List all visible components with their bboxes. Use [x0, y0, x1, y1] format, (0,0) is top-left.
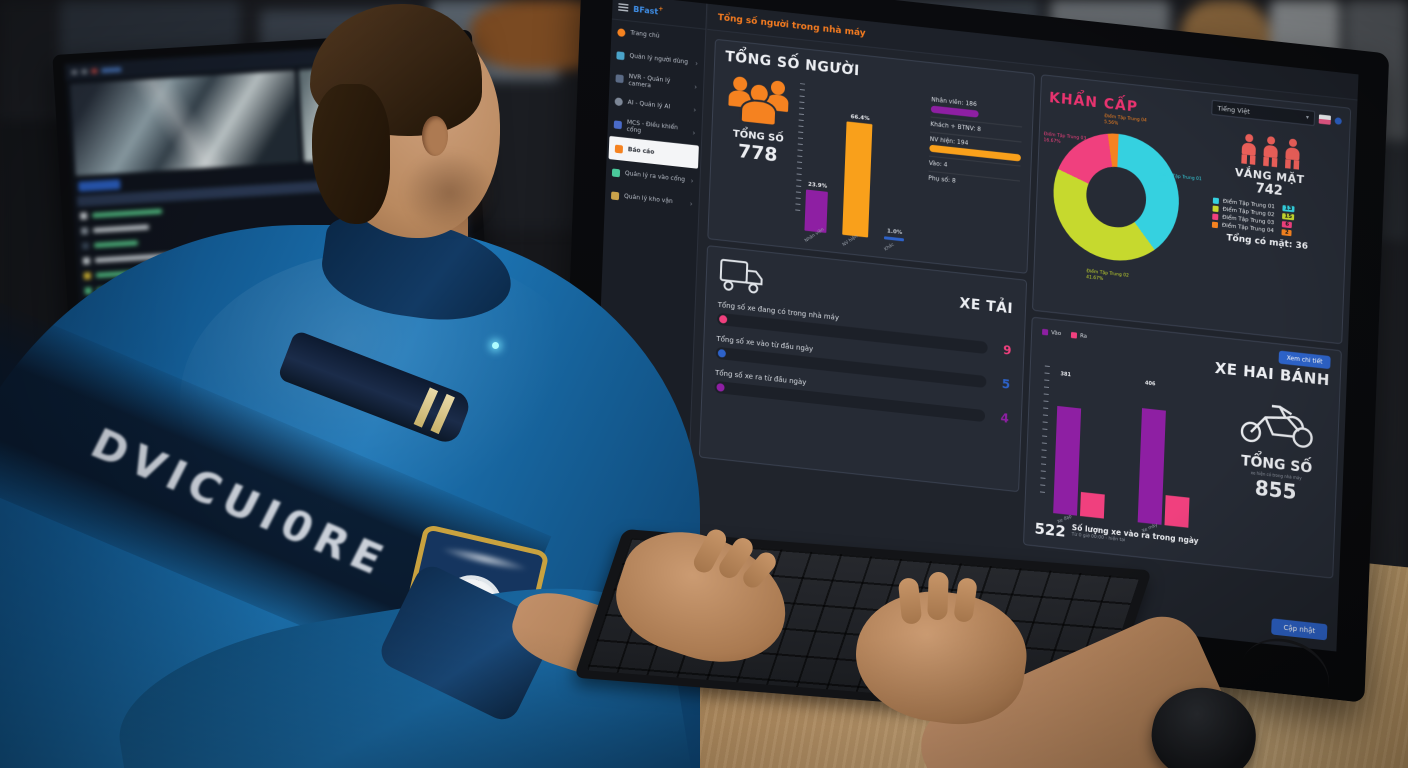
bar-value-label: 66.4% — [850, 114, 870, 123]
update-button[interactable]: Cập nhật — [1271, 618, 1328, 641]
cctv-toolbar-icon[interactable] — [81, 68, 88, 74]
finger — [927, 571, 949, 621]
warehouse-icon — [610, 190, 620, 200]
cctv-toolbar-icon[interactable] — [71, 69, 78, 75]
motorcycle-icon — [1240, 404, 1313, 448]
legend-ra: Ra — [1070, 331, 1087, 339]
panel-emergency: KHẨN CẤP Tiếng Việt ▾ — [1031, 74, 1352, 345]
bar-ra[interactable] — [1164, 495, 1190, 528]
y-axis-ticks — [795, 83, 806, 213]
donut-slice-label: Điểm Tập Trung 04 5.56% — [1103, 114, 1147, 127]
chevron-down-icon: ▾ — [1305, 114, 1310, 122]
main-monitor: BFast+ Trang chủ Quản lý người dùng › NVR… — [557, 0, 1390, 703]
users-icon — [616, 50, 625, 60]
bar-ra[interactable] — [1079, 491, 1105, 519]
person-icon — [1262, 136, 1279, 168]
jaw-shading — [402, 150, 497, 235]
bar-value-label: 406 — [1144, 380, 1156, 388]
cctv-toolbar-button[interactable] — [101, 66, 122, 73]
donut-slice-label: Điểm Tập Trung 02 41.67% — [1086, 269, 1129, 283]
panel-two-wheelers: Vào Ra Xem chi tiết XE HAI BÁNH 381 Xe đ… — [1022, 316, 1342, 579]
panel-trucks: XE TẢI Tổng số xe đang có trong nhà máy … — [698, 245, 1028, 493]
ear — [422, 116, 448, 156]
bar-value-label: 1.0% — [886, 228, 903, 237]
dashboard-main: Tổng số người trong nhà máy TỔNG SỐ NGƯỜ… — [686, 3, 1359, 652]
bar-value-label: 381 — [1060, 371, 1071, 379]
badge-arc-text — [439, 543, 530, 575]
hair-back — [312, 84, 390, 224]
emergency-donut[interactable] — [1051, 127, 1182, 267]
bar-vao[interactable] — [1053, 406, 1082, 516]
bar-value-label: 23.9% — [807, 182, 828, 191]
people-stats-list: Nhân viên: 186 Khách + BTNV: 8 NV hiện: … — [920, 93, 1023, 254]
camera-icon — [615, 73, 624, 83]
y-axis-ticks — [1039, 365, 1050, 499]
flag-icon[interactable] — [1318, 114, 1331, 125]
gate-icon — [613, 119, 622, 129]
panel-total-people: TỔNG SỐ NGƯỜI TỔNG SỐ — [707, 38, 1036, 274]
person-icon — [1240, 133, 1257, 165]
menu-icon[interactable] — [618, 2, 629, 12]
cctv-video-thumbnail[interactable] — [70, 70, 301, 176]
legend-vao: Vào — [1042, 328, 1061, 336]
x-axis-label: Khác — [884, 242, 896, 253]
dashboard-screen: BFast+ Trang chủ Quản lý người dùng › NVR… — [590, 0, 1359, 652]
bar-orange[interactable] — [842, 121, 873, 238]
lock-icon — [614, 96, 623, 106]
page-title: Tổng số người trong nhà máy — [717, 12, 866, 39]
door-icon — [611, 167, 621, 177]
power-led — [492, 342, 499, 349]
cctv-record-icon[interactable] — [91, 67, 98, 74]
report-icon — [614, 144, 624, 153]
bikes-day-count: 522 — [1034, 519, 1067, 541]
people-bar-chart: 23.9% Nhân viên 66.4% NV hiện 1.0% — [791, 79, 926, 253]
bar-blue[interactable] — [884, 236, 905, 242]
cctv-live-badge — [78, 179, 121, 192]
bar-purple[interactable] — [804, 189, 829, 233]
notification-icon[interactable] — [1334, 117, 1342, 125]
bar-vao[interactable] — [1137, 408, 1166, 525]
people-group-icon — [728, 74, 791, 129]
donut-slice-label: Điểm Tập Trung 03 16.67% — [1043, 131, 1087, 145]
app-logo: BFast+ — [633, 4, 664, 17]
home-icon — [617, 27, 626, 37]
language-dropdown[interactable]: Tiếng Việt ▾ — [1211, 99, 1316, 127]
x-axis-label: NV hiện — [842, 234, 860, 249]
bikes-bar-chart: 381 Xe đạp 406 Xe máy — [1037, 363, 1212, 534]
truck-icon — [719, 258, 763, 294]
person-icon — [1284, 138, 1301, 170]
trucks-panel-title: XE TẢI — [959, 295, 1014, 318]
